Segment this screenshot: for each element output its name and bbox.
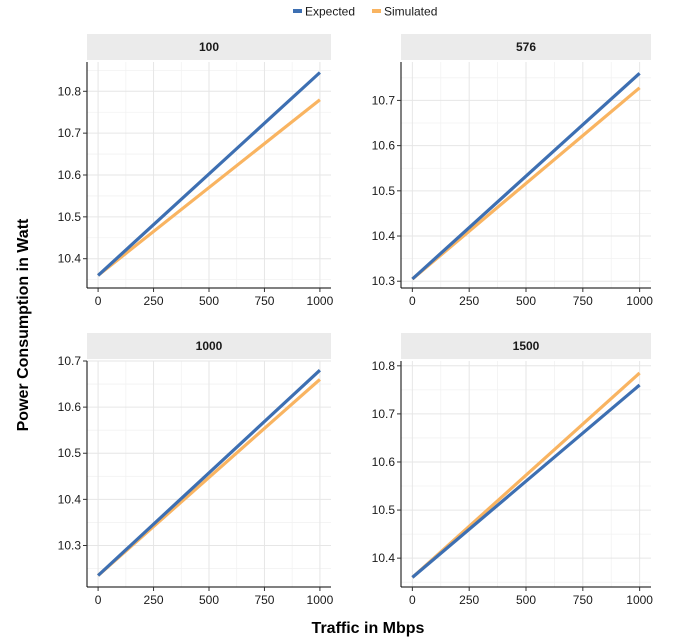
- panel-strip: [401, 34, 651, 60]
- x-tick-label: 250: [459, 593, 479, 607]
- x-tick-label: 1000: [307, 294, 334, 308]
- series-line-simulated: [97, 98, 321, 277]
- x-tick-label: 500: [199, 294, 219, 308]
- y-tick-label: 10.6: [372, 139, 396, 153]
- series-line-expected: [411, 383, 641, 579]
- legend-key-1: [372, 9, 381, 13]
- y-tick-label: 10.7: [58, 126, 82, 140]
- y-tick-label: 10.3: [58, 538, 82, 552]
- panel-strip: [87, 34, 331, 60]
- panel-title: 576: [516, 40, 536, 54]
- legend: Expected Simulated: [293, 5, 437, 19]
- y-tick-label: 10.5: [372, 184, 396, 198]
- panel-100: 100 10.4 10.5 10.6 10.7 10.8 0 250 500 750 1000: [58, 34, 334, 308]
- y-tick-label: 10.5: [58, 446, 82, 460]
- legend-label-1: Simulated: [384, 5, 437, 19]
- y-tick-label: 10.6: [58, 400, 82, 414]
- x-tick-label: 0: [95, 294, 102, 308]
- x-tick-label: 0: [409, 593, 416, 607]
- x-tick-label: 750: [573, 294, 593, 308]
- x-tick-label: 250: [144, 294, 164, 308]
- x-tick-label: 250: [144, 593, 164, 607]
- x-tick-label: 250: [459, 294, 479, 308]
- x-tick-label: 1000: [626, 593, 653, 607]
- y-tick-label: 10.3: [372, 274, 396, 288]
- x-tick-label: 500: [516, 593, 536, 607]
- x-tick-label: 750: [573, 593, 593, 607]
- y-tick-label: 10.6: [58, 168, 82, 182]
- series-line-expected: [97, 369, 321, 577]
- y-tick-label: 10.8: [58, 84, 82, 98]
- series-line-simulated: [411, 86, 641, 281]
- x-tick-label: 0: [95, 593, 102, 607]
- y-tick-label: 10.6: [372, 455, 396, 469]
- legend-label-0: Expected: [305, 5, 355, 19]
- legend-key-0: [293, 9, 302, 13]
- x-axis-title: Traffic in Mbps: [312, 620, 425, 637]
- series-line-expected: [97, 71, 321, 277]
- x-tick-label: 500: [516, 294, 536, 308]
- y-tick-label: 10.4: [372, 229, 396, 243]
- series-line-expected: [411, 72, 641, 281]
- panel-title: 100: [199, 40, 219, 54]
- x-tick-label: 750: [254, 593, 274, 607]
- panel-title: 1000: [196, 339, 223, 353]
- x-tick-label: 0: [409, 294, 416, 308]
- y-tick-label: 10.7: [372, 93, 396, 107]
- x-tick-label: 750: [254, 294, 274, 308]
- panel-1500: 1500 10.4 10.5 10.6 10.7 10.8 0 250 500 750 1000: [372, 333, 653, 607]
- panel-strip: [87, 333, 331, 359]
- y-tick-label: 10.4: [58, 492, 82, 506]
- y-tick-label: 10.8: [372, 359, 396, 373]
- x-tick-label: 1000: [626, 294, 653, 308]
- panel-strip: [401, 333, 651, 359]
- y-tick-label: 10.5: [58, 210, 82, 224]
- y-axis-title: Power Consumption in Watt: [15, 218, 32, 431]
- y-tick-label: 10.7: [372, 407, 396, 421]
- panel-1000: 1000 10.3 10.4 10.5 10.6 10.7 0 250 500 750 1000: [58, 333, 334, 607]
- panel-576: 576 10.3 10.4 10.5 10.6 10.7 0 250 500 750 1000: [372, 34, 653, 308]
- x-tick-label: 500: [199, 593, 219, 607]
- panel-title: 1500: [513, 339, 540, 353]
- y-tick-label: 10.5: [372, 503, 396, 517]
- y-tick-label: 10.4: [372, 551, 396, 565]
- x-tick-label: 1000: [307, 593, 334, 607]
- y-tick-label: 10.4: [58, 252, 82, 266]
- y-tick-label: 10.7: [58, 354, 82, 368]
